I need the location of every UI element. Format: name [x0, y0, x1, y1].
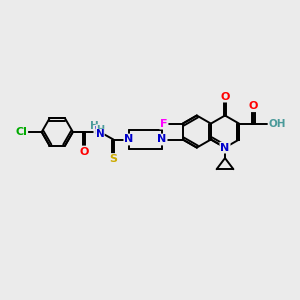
- Text: OH: OH: [268, 118, 286, 129]
- Text: O: O: [80, 146, 89, 157]
- Text: H: H: [90, 121, 98, 130]
- Text: F: F: [160, 118, 167, 129]
- Text: N: N: [94, 125, 103, 136]
- Text: O: O: [220, 92, 230, 102]
- Text: O: O: [249, 101, 258, 111]
- Text: N: N: [220, 142, 230, 153]
- Text: Cl: Cl: [15, 127, 27, 137]
- Text: N: N: [158, 134, 166, 145]
- Text: N: N: [95, 129, 104, 139]
- Text: H: H: [269, 118, 278, 129]
- Text: N: N: [124, 134, 134, 145]
- Text: S: S: [110, 154, 117, 164]
- Text: H: H: [96, 124, 104, 135]
